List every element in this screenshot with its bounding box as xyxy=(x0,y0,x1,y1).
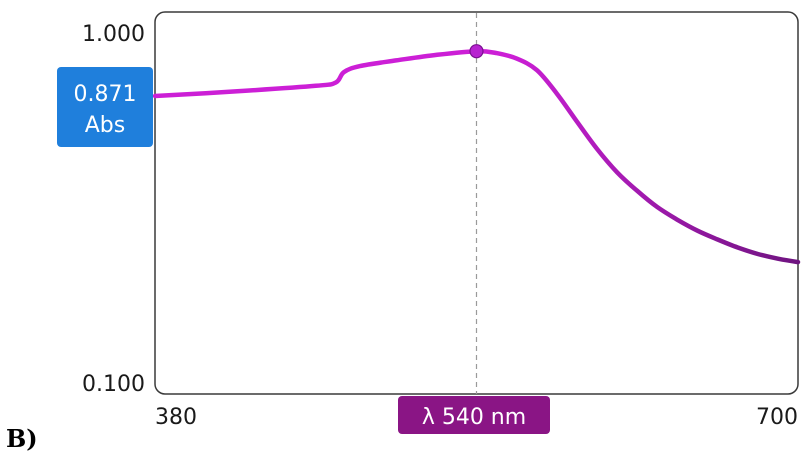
x-tick-left: 380 xyxy=(155,405,197,430)
panel-label: B) xyxy=(6,424,38,453)
peak-marker[interactable] xyxy=(469,44,484,59)
absorbance-readout-badge: 0.871 Abs xyxy=(57,67,153,147)
wavelength-label: λ 540 nm xyxy=(422,405,526,430)
y-tick-top: 1.000 xyxy=(82,22,145,47)
x-tick-right: 700 xyxy=(756,405,798,430)
wavelength-readout-badge: λ 540 nm xyxy=(398,396,550,434)
y-tick-bottom: 0.100 xyxy=(82,372,145,397)
absorbance-curve xyxy=(152,48,801,265)
absorbance-unit: Abs xyxy=(85,113,125,138)
absorbance-value: 0.871 xyxy=(74,82,137,107)
